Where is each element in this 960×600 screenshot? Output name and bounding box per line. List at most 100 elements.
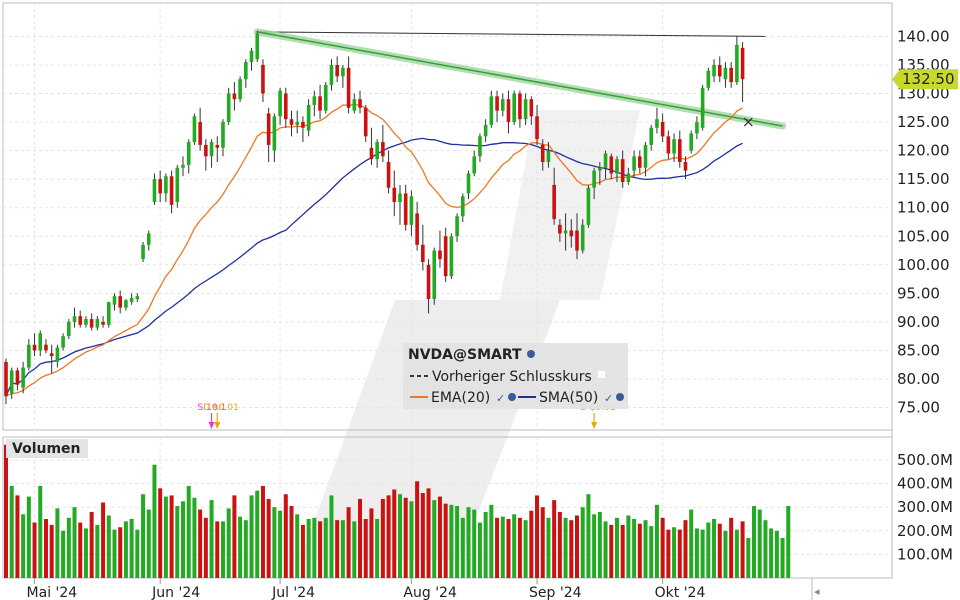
candle: [32, 333, 37, 357]
volume-bar: [238, 516, 243, 578]
candle-body: [438, 250, 442, 260]
candle-body: [278, 90, 282, 117]
volume-bar: [415, 481, 420, 578]
candle: [729, 62, 733, 88]
candle: [717, 56, 722, 83]
legend-prevclose-box[interactable]: [598, 371, 605, 378]
candle-body: [689, 133, 693, 151]
candle: [438, 230, 442, 268]
volume-bar: [563, 517, 568, 578]
candle-body: [152, 179, 157, 202]
candle: [489, 90, 494, 128]
candle: [632, 150, 636, 177]
candle-body: [27, 344, 31, 368]
candle: [141, 241, 145, 262]
scroll-right-icon[interactable]: ◂: [814, 585, 820, 598]
volume-bar: [249, 495, 254, 578]
candle: [221, 119, 225, 157]
legend-ema-settings-icon[interactable]: [508, 393, 516, 401]
candle: [232, 82, 237, 111]
candle-body: [89, 319, 94, 328]
legend-ema-check-icon[interactable]: ✓: [496, 392, 505, 405]
resistance-trendline[interactable]: [257, 31, 783, 127]
volume-bar: [15, 495, 20, 578]
volume-bar: [552, 500, 557, 578]
candle: [677, 130, 682, 168]
candle: [289, 110, 294, 137]
candle-body: [421, 244, 425, 262]
candle-body: [312, 96, 317, 105]
candle-body: [158, 179, 162, 194]
volume-bar: [158, 488, 163, 578]
candle-body: [403, 193, 408, 225]
volume-bar: [386, 495, 391, 578]
candle: [124, 299, 128, 311]
candle: [689, 130, 693, 154]
legend-settings-icon[interactable]: [527, 350, 535, 358]
candle: [55, 344, 60, 368]
candle: [495, 90, 499, 123]
event-marker-label[interactable]: D $0.01: [203, 403, 239, 413]
candle: [466, 170, 471, 200]
volume-bar: [363, 519, 368, 578]
candles: [4, 30, 745, 405]
candle: [266, 107, 271, 163]
candle: [49, 344, 54, 374]
candle-body: [186, 142, 191, 165]
volume-bar: [449, 504, 454, 578]
volume-tick-label: 200.0M: [897, 522, 953, 540]
volume-bar: [432, 500, 437, 578]
x-tick-label: Jul '24: [271, 585, 315, 600]
candle: [660, 113, 665, 143]
volume-bar: [123, 521, 128, 578]
candle: [506, 90, 511, 134]
candle-body: [712, 64, 716, 77]
candle: [529, 96, 534, 125]
volume-bar: [774, 530, 779, 578]
candle-body: [415, 213, 419, 245]
candle-body: [660, 122, 665, 137]
volume-bar: [129, 519, 134, 578]
candle-body: [615, 159, 619, 174]
legend-sma-check-icon[interactable]: ✓: [604, 392, 613, 405]
volume-title-bg: [6, 439, 88, 458]
legend-sma-settings-icon[interactable]: [616, 393, 624, 401]
volume-bar: [163, 496, 168, 578]
candle: [558, 219, 562, 242]
event-marker-label[interactable]: S 10:1: [198, 403, 227, 413]
volume-bar: [38, 485, 43, 578]
candle: [95, 316, 100, 331]
candle-body: [381, 142, 385, 157]
volume-bar: [72, 507, 77, 578]
volume-bar: [466, 507, 471, 578]
candle-body: [306, 104, 311, 131]
volume-bar: [21, 514, 26, 578]
volume-bar: [152, 464, 157, 578]
volume-bar: [740, 521, 745, 578]
legend[interactable]: NVDA@SMART Vorheriger Schlusskurs EMA(20…: [403, 343, 628, 409]
candle-body: [169, 176, 174, 205]
volume-tick-label: 100.0M: [897, 545, 953, 563]
candle-body: [261, 64, 265, 94]
candle: [215, 136, 220, 163]
candle: [21, 361, 25, 394]
volume-bar: [203, 517, 208, 578]
candle: [283, 87, 288, 128]
candle: [666, 130, 671, 160]
candle-body: [4, 361, 8, 397]
volume-bar: [318, 521, 323, 578]
volume-bar: [112, 529, 117, 578]
candle-body: [221, 122, 225, 148]
candle: [15, 367, 20, 391]
volume-bar: [4, 444, 8, 578]
candle: [369, 127, 374, 165]
volume-bar: [460, 517, 465, 578]
candle-body: [495, 96, 499, 111]
candle: [455, 213, 459, 242]
candle: [421, 224, 425, 271]
volume-bar: [586, 494, 591, 578]
candle-body: [204, 144, 208, 157]
volume-bar: [780, 537, 785, 578]
candle: [323, 82, 328, 114]
candle: [226, 87, 231, 125]
